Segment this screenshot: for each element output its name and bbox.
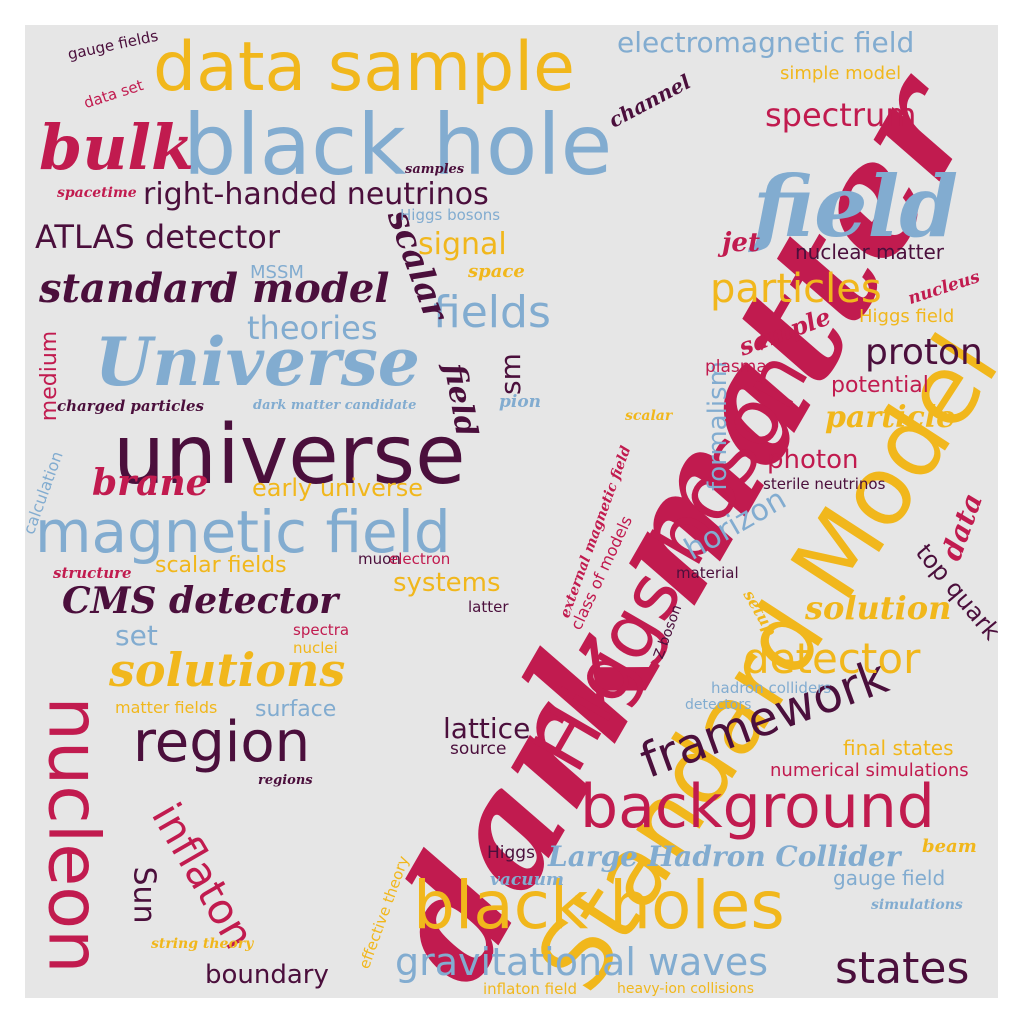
word-scalar-small: scalar (625, 408, 673, 424)
word-sterile-neutrinos: sterile neutrinos (763, 475, 886, 493)
word-atlas-detector: ATLAS detector (35, 218, 280, 256)
word-hadron-colliders: hadron colliders (711, 679, 832, 697)
word-solution: solution (805, 589, 952, 627)
word-samples: samples (405, 162, 465, 177)
word-higgs: Higgs (487, 843, 535, 863)
word-simple-model: simple model (780, 63, 902, 84)
word-pion: pion (499, 392, 542, 412)
word-vacuum: vacuum (490, 870, 564, 890)
word-sm: sm (493, 353, 527, 395)
word-large-hadron-collider: Large Hadron Collider (548, 840, 901, 873)
word-magnetic-field: magnetic field (35, 498, 451, 566)
word-matter-fields: matter fields (115, 698, 218, 717)
word-early-universe: early universe (252, 474, 424, 502)
word-electromagnetic-field: electromagnetic field (617, 26, 915, 59)
word-detector: detector (743, 634, 921, 683)
word-set: set (115, 619, 158, 652)
word-states: states (835, 943, 970, 994)
word-data: data (934, 488, 990, 565)
word-structure: structure (53, 564, 132, 582)
word-solutions: solutions (109, 643, 346, 697)
word-data-set: data set (81, 75, 146, 113)
word-data-sample: data sample (153, 28, 576, 107)
word-space: space (468, 261, 525, 282)
word-cloud: dark matter Standard Model Higgs boson b… (25, 25, 998, 998)
word-spacetime: spacetime (57, 185, 137, 201)
word-scalar-fields: scalar fields (155, 553, 287, 578)
word-black-holes: black holes (413, 867, 785, 944)
word-latter: latter (468, 598, 509, 616)
word-surface: surface (255, 697, 337, 722)
word-nucleon: nucleon (32, 696, 115, 974)
word-photon: photon (767, 445, 859, 475)
word-sun: Sun (126, 866, 162, 924)
word-inflaton: inflaton (142, 794, 265, 957)
word-signal: signal (418, 227, 507, 262)
word-standard-model-lower: standard model (39, 265, 390, 312)
word-proton: proton (865, 332, 983, 373)
word-universe-cap: Universe (95, 323, 420, 401)
word-boundary: boundary (205, 960, 329, 990)
word-brane: brane (92, 462, 209, 504)
word-particle: particle (825, 400, 956, 435)
word-region: region (133, 710, 311, 775)
word-simulations: simulations (871, 897, 963, 913)
word-spectra: spectra (293, 621, 350, 639)
word-nuclear-matter: nuclear matter (795, 240, 944, 264)
word-plasma: plasma (705, 357, 767, 377)
word-background: background (580, 772, 935, 842)
word-theories: theories (247, 309, 378, 347)
word-channel: channel (604, 69, 695, 133)
word-beam: beam (922, 836, 977, 857)
word-formalism: formalism (702, 361, 733, 491)
word-gravitational-waves: gravitational waves (395, 940, 769, 984)
word-universe: universe (113, 408, 466, 503)
word-gauge-fields: gauge fields (66, 26, 160, 64)
word-detectors: detectors (685, 697, 752, 713)
word-heavy-ion-collisions: heavy-ion collisions (617, 981, 755, 997)
word-charged-particles: charged particles (57, 397, 204, 415)
word-higgs-field: Higgs field (859, 306, 955, 327)
word-inflaton-field: inflaton field (483, 980, 578, 998)
word-mssm: MSSM (250, 262, 304, 283)
word-fields: fields (433, 287, 551, 338)
word-jet: jet (722, 228, 760, 258)
word-systems: systems (393, 568, 501, 598)
word-dark-matter-candidate: dark matter candidate (253, 398, 417, 413)
word-spectrum: spectrum (765, 96, 917, 134)
word-muon: muon (358, 550, 401, 568)
word-numerical-simulations: numerical simulations (770, 760, 969, 781)
word-source: source (450, 739, 507, 759)
word-particles: particles (710, 266, 882, 312)
word-final-states: final states (843, 736, 954, 760)
word-nuclei: nuclei (293, 639, 338, 657)
word-right-handed-neutrinos: right-handed neutrinos (143, 177, 489, 212)
word-field: field (753, 157, 959, 256)
word-higgs-bosons: Higgs bosons (400, 206, 501, 224)
word-material: material (676, 564, 739, 582)
word-electron: electron (389, 550, 451, 568)
word-potential: potential (831, 373, 929, 398)
word-bulk: bulk (39, 111, 194, 184)
word-string-theory: string theory (151, 936, 254, 952)
word-black-hole: black hole (183, 96, 613, 194)
word-gauge-field: gauge field (833, 866, 946, 890)
word-lattice: lattice (443, 712, 531, 745)
word-regions: regions (258, 773, 313, 788)
word-cms-detector: CMS detector (62, 580, 339, 622)
